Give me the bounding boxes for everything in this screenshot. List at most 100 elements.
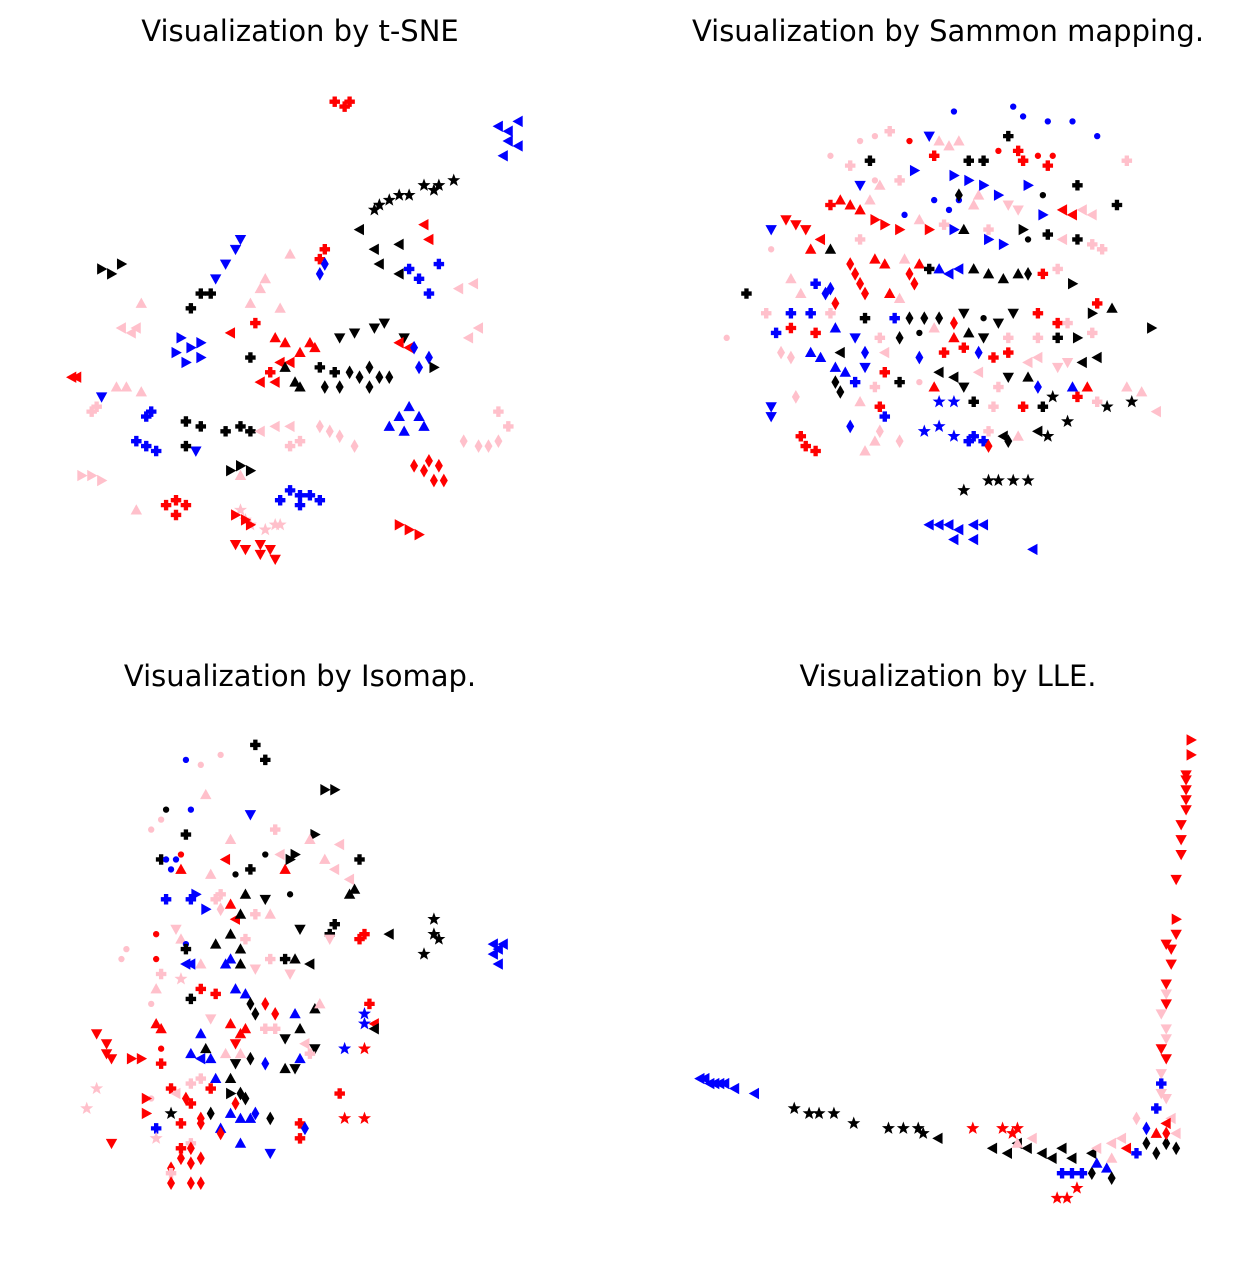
point-black-circle (232, 871, 239, 878)
point-black-diamond (375, 370, 384, 385)
point-blue-triangle-down (854, 180, 866, 192)
point-pink-triangle-up (205, 868, 217, 879)
point-black-diamond (365, 380, 374, 394)
point-pink-triangle-left (328, 863, 340, 876)
point-black-diamond (895, 331, 904, 345)
point-blue-triangle-left (967, 533, 979, 546)
sammon-plot (723, 103, 1161, 556)
point-red-triangle-right (231, 509, 242, 521)
point-pink-triangle-right (87, 469, 98, 482)
point-black-diamond (954, 188, 963, 202)
point-black-triangle-left (353, 223, 364, 236)
point-blue-triangle-up (209, 1072, 222, 1084)
point-red-diamond (910, 276, 919, 291)
point-black-diamond (345, 365, 354, 380)
point-black-triangle-down (309, 1044, 321, 1055)
point-blue-triangle-left (512, 140, 523, 152)
point-red-diamond (216, 1126, 225, 1141)
point-black-triangle-left (932, 1132, 943, 1145)
point-black-triangle-left (393, 268, 404, 280)
point-red-triangle-down (254, 540, 267, 551)
point-pink-plus (210, 894, 221, 905)
point-blue-star (932, 419, 946, 432)
point-black-triangle-up (209, 938, 222, 949)
point-blue-triangle-up (383, 420, 395, 431)
point-black-triangle-right (226, 464, 237, 477)
point-pink-triangle-left (170, 1087, 181, 1100)
point-red-triangle-up (844, 199, 856, 210)
point-red-diamond (261, 997, 270, 1011)
point-pink-plus (250, 909, 261, 920)
point-pink-plus (874, 332, 886, 344)
point-black-plus (329, 367, 340, 378)
point-red-triangle-up (155, 1022, 167, 1034)
point-pink-triangle-down (1155, 1069, 1167, 1080)
point-black-star (827, 1106, 841, 1119)
point-blue-triangle-up (814, 351, 827, 362)
point-pink-triangle-left (1076, 204, 1087, 216)
point-blue-diamond (415, 360, 424, 375)
point-black-plus (180, 440, 192, 452)
point-red-diamond (434, 458, 443, 473)
point-black-star (896, 1121, 910, 1134)
point-pink-triangle-up (195, 958, 207, 969)
point-blue-triangle-right (949, 169, 960, 182)
point-red-circle (995, 147, 1002, 155)
point-pink-triangle-down (1155, 1009, 1167, 1020)
point-red-triangle-left (70, 371, 82, 383)
point-red-triangle-left (423, 233, 434, 246)
point-red-plus (344, 96, 355, 107)
point-red-triangle-up (884, 287, 896, 299)
point-red-circle (1034, 152, 1042, 159)
point-pink-circle (871, 132, 879, 140)
point-black-diamond (920, 311, 929, 325)
point-red-triangle-up (309, 341, 321, 353)
point-blue-circle (1010, 103, 1017, 110)
point-black-triangle-left (1086, 1147, 1097, 1159)
isomap-panel: Visualization by Isomap. (0, 645, 600, 1245)
point-blue-triangle-left (497, 150, 508, 162)
point-black-diamond (355, 370, 364, 385)
point-blue-circle (931, 196, 938, 204)
point-blue-plus (1066, 1167, 1078, 1179)
point-red-diamond (851, 267, 860, 281)
point-pink-plus (1091, 396, 1103, 408)
point-black-diamond (935, 311, 944, 325)
point-blue-plus (423, 288, 435, 299)
point-pink-diamond (777, 345, 786, 360)
point-red-triangle-right (870, 214, 881, 226)
point-black-triangle-left (373, 258, 384, 270)
point-black-triangle-down (289, 1064, 301, 1075)
isomap-title: Visualization by Isomap. (123, 659, 477, 693)
point-pink-triangle-up (219, 1047, 232, 1059)
point-black-triangle-right (429, 361, 440, 374)
point-black-plus (1052, 332, 1063, 344)
point-black-triangle-right (226, 1087, 237, 1100)
point-black-star (991, 473, 1005, 487)
point-pink-star (273, 517, 287, 531)
point-red-triangle-up (1081, 381, 1094, 392)
point-black-triangle-left (1032, 425, 1043, 438)
point-red-circle (177, 851, 185, 858)
point-red-triangle-right (895, 223, 906, 236)
point-black-triangle-right (1068, 278, 1079, 290)
point-pink-plus (165, 1167, 177, 1179)
point-black-diamond (251, 1007, 260, 1021)
point-red-diamond (186, 1156, 195, 1171)
point-blue-circle (1069, 118, 1076, 125)
point-blue-diamond (821, 286, 830, 301)
point-pink-triangle-down (1061, 357, 1074, 369)
point-black-plus (245, 864, 256, 875)
point-black-circle (286, 891, 294, 898)
point-black-triangle-left (1036, 1147, 1047, 1159)
point-blue-triangle-left (948, 533, 959, 546)
point-black-triangle-right (290, 848, 301, 861)
point-red-triangle-right (1171, 913, 1182, 925)
point-red-plus (879, 367, 891, 378)
point-pink-triangle-down (1002, 200, 1014, 211)
point-pink-triangle-down (249, 964, 262, 975)
point-red-star (357, 1111, 371, 1124)
point-black-plus (195, 288, 207, 299)
point-pink-triangle-up (953, 135, 965, 146)
point-blue-plus (314, 494, 326, 506)
